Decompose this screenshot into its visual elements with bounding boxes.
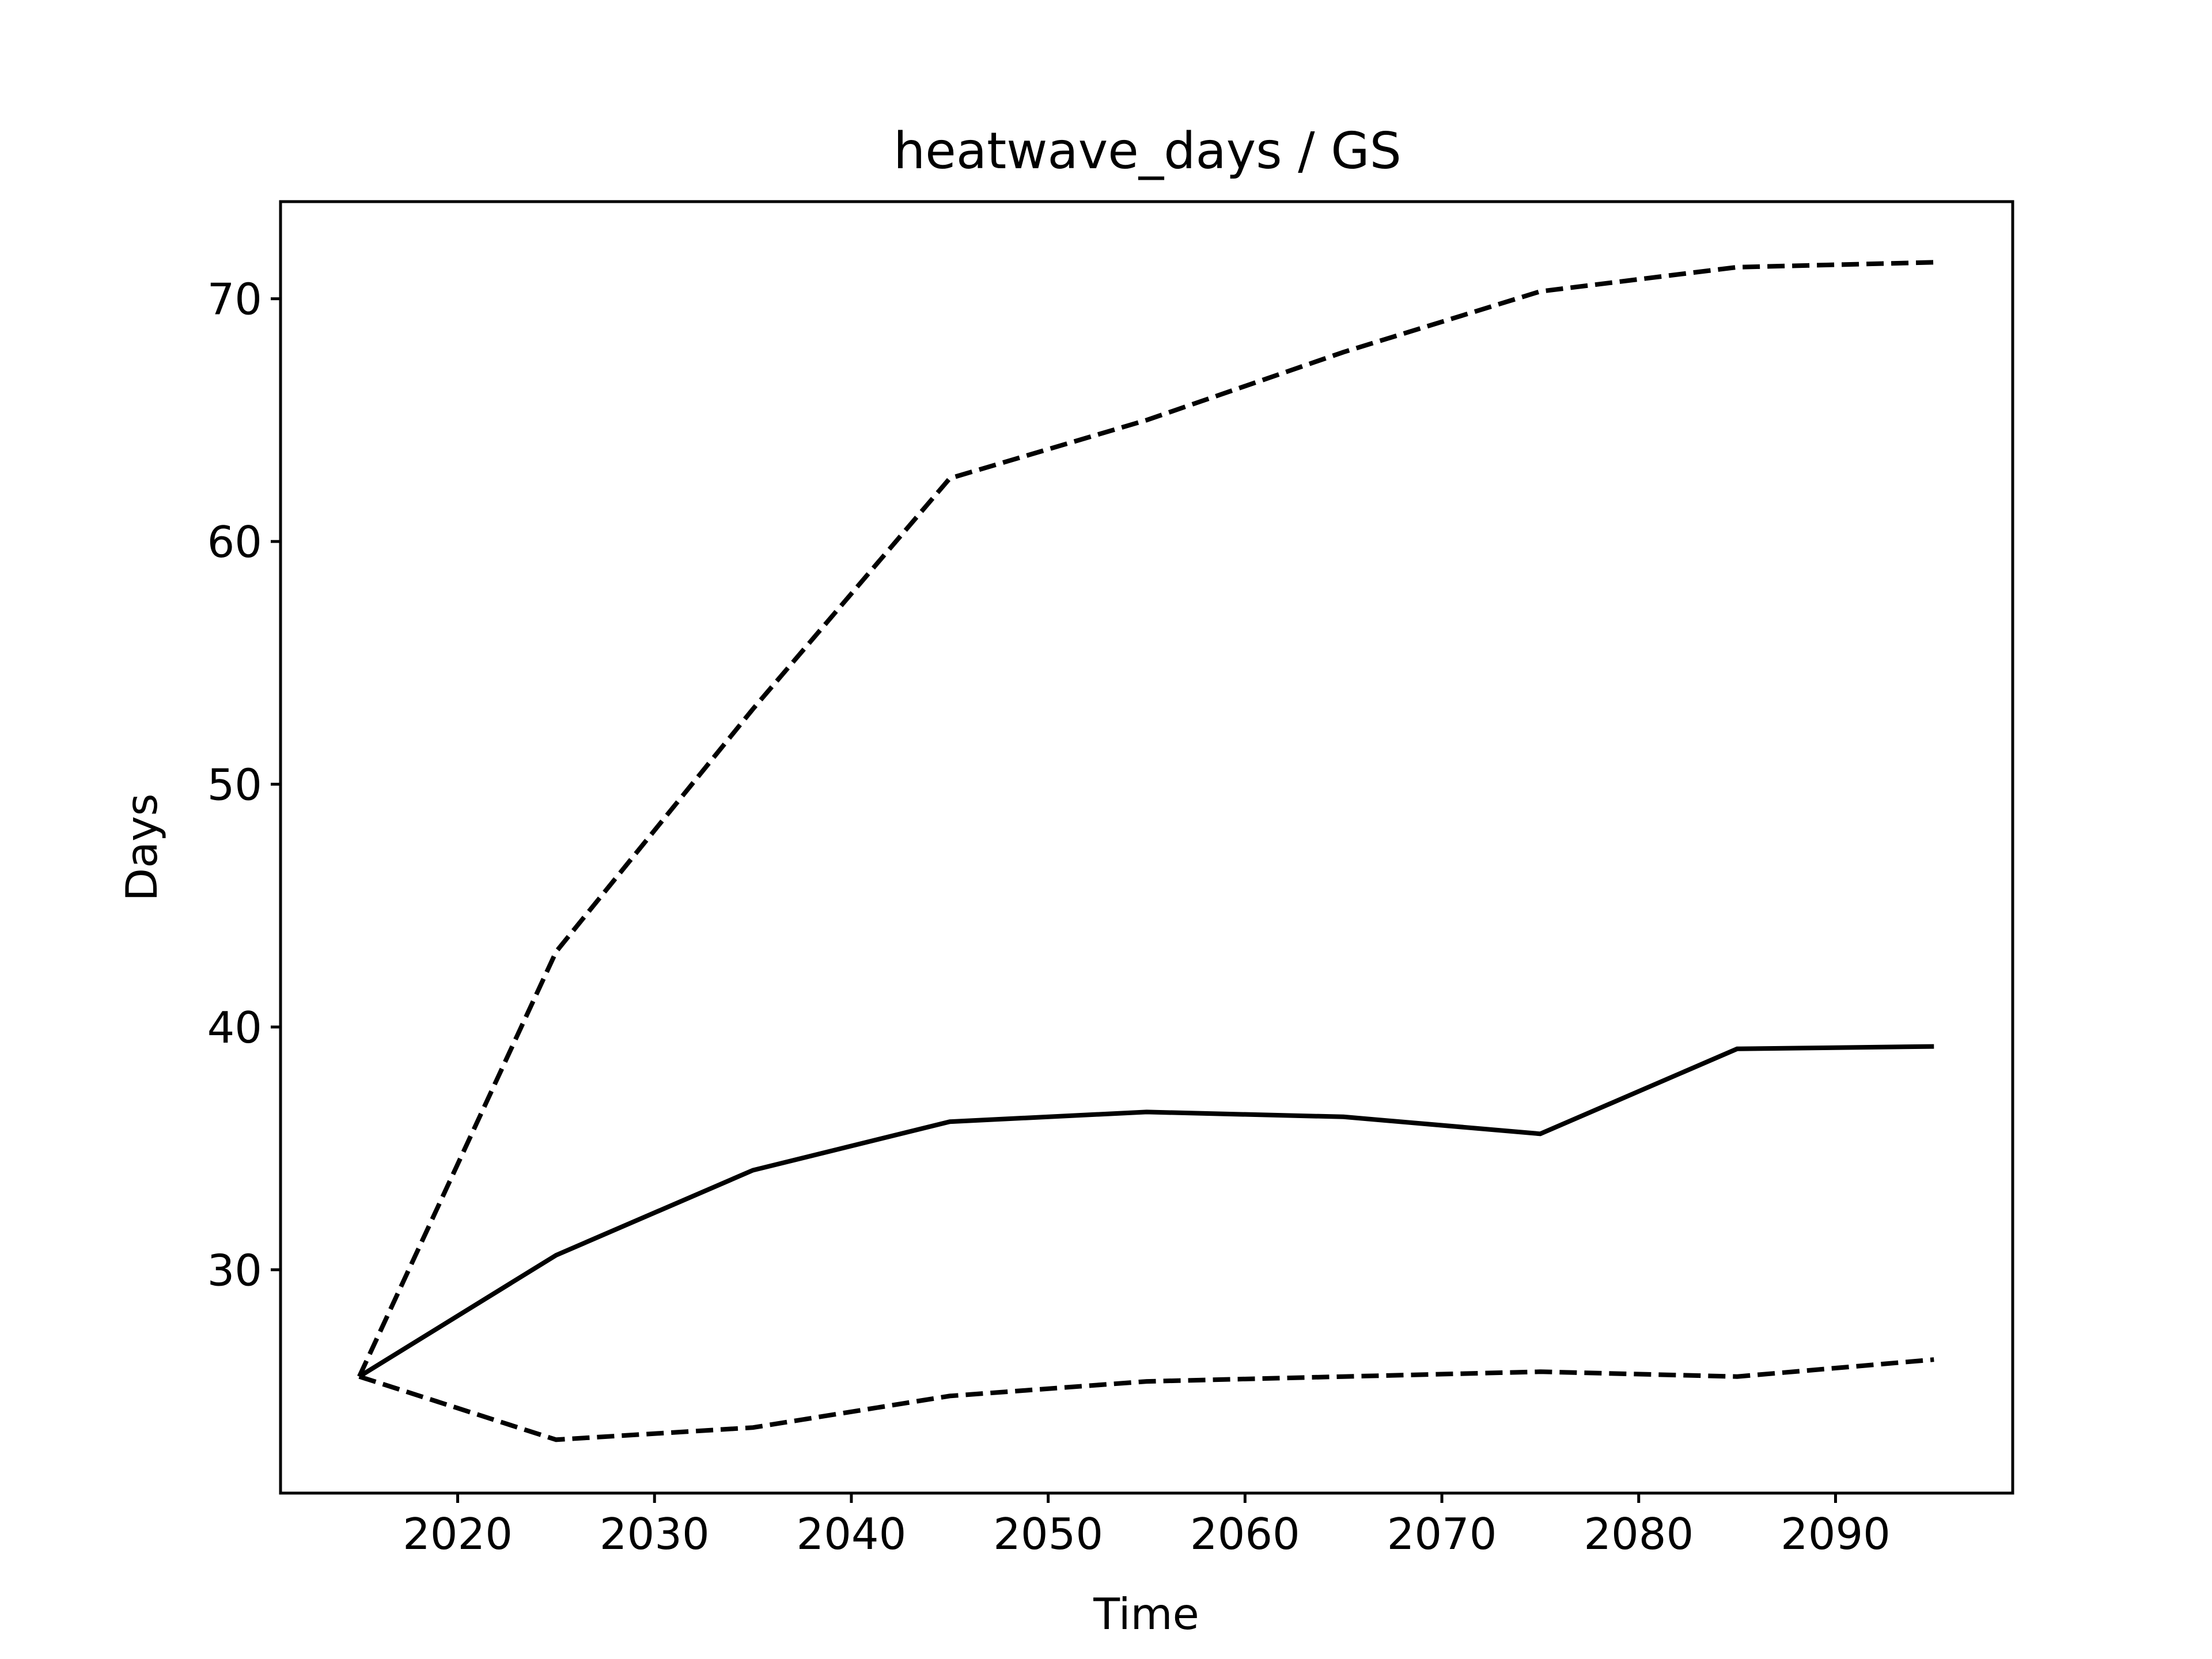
series-line-2-dashed bbox=[357, 260, 1934, 1378]
x-axis-label: Time bbox=[1093, 1589, 1199, 1639]
x-axis: 2020 2030 2040 2050 2060 2070 2080 2090 bbox=[403, 1493, 1891, 1559]
y-tick-label: 50 bbox=[207, 759, 262, 810]
plot-area bbox=[357, 260, 1934, 1442]
series-line-3-dashed bbox=[358, 1357, 1934, 1442]
x-tick-label: 2020 bbox=[403, 1509, 513, 1559]
series-line-1-solid bbox=[358, 1044, 1934, 1379]
x-tick-label: 2030 bbox=[600, 1509, 710, 1559]
x-tick-label: 2090 bbox=[1781, 1509, 1891, 1559]
plot-frame bbox=[279, 200, 2014, 1495]
chart-title: heatwave_days / GS bbox=[893, 122, 1402, 180]
y-axis-label: Days bbox=[116, 793, 167, 901]
x-tick-label: 2060 bbox=[1190, 1509, 1300, 1559]
x-tick-label: 2040 bbox=[797, 1509, 907, 1559]
y-tick-label: 30 bbox=[207, 1245, 262, 1296]
y-tick-label: 60 bbox=[207, 517, 262, 567]
x-tick-label: 2050 bbox=[993, 1509, 1103, 1559]
y-tick-label: 40 bbox=[207, 1002, 262, 1053]
x-tick-label: 2070 bbox=[1387, 1509, 1497, 1559]
y-tick-label: 70 bbox=[207, 274, 262, 325]
x-tick-label: 2080 bbox=[1584, 1509, 1694, 1559]
y-axis: 30 40 50 60 70 bbox=[207, 274, 281, 1296]
